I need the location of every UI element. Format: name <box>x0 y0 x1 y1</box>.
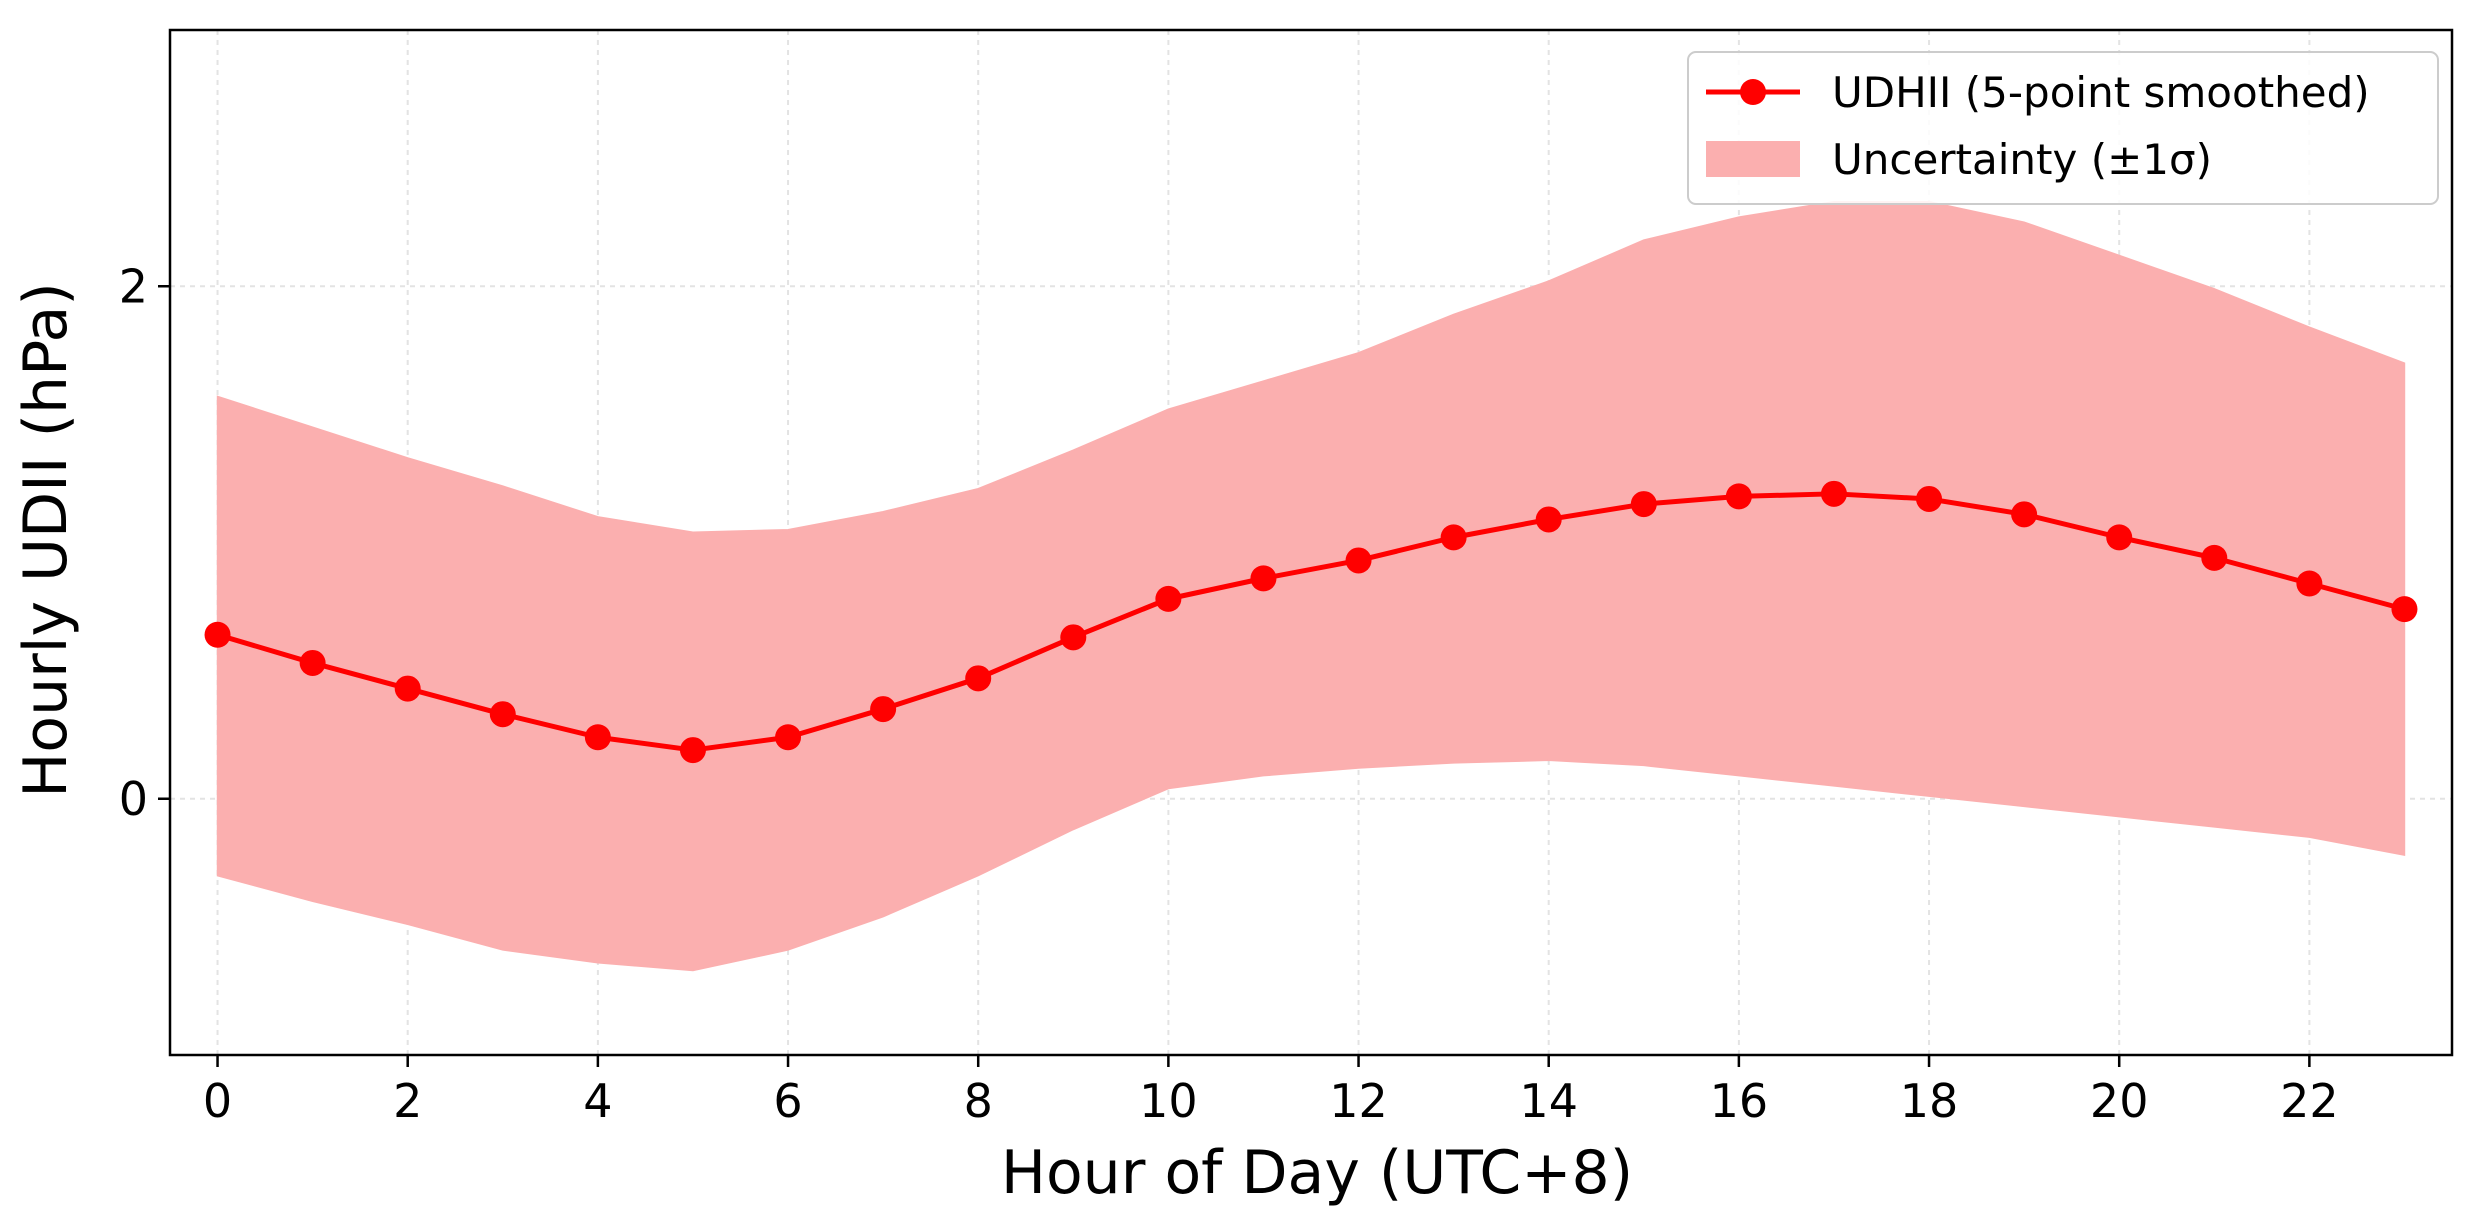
uncertainty-band <box>216 200 2406 972</box>
udhii-data-point <box>1250 565 1277 592</box>
x-tick-label: 8 <box>964 1074 993 1128</box>
udhii-data-point <box>2011 501 2038 528</box>
udhii-data-point <box>1916 485 1943 512</box>
udhii-data-point <box>2296 570 2323 597</box>
x-tick-label: 16 <box>1710 1074 1769 1128</box>
y-axis-title: Hourly UDII (hPa) <box>11 282 81 797</box>
x-tick-label: 4 <box>583 1074 612 1128</box>
x-axis-ticks: 0 2 4 6 8 10 12 14 16 18 20 22 <box>203 1055 2339 1128</box>
x-tick-label: 18 <box>1900 1074 1959 1128</box>
legend-band-swatch <box>1706 141 1800 177</box>
udhii-data-point <box>1155 585 1182 612</box>
udhii-data-point <box>1345 547 1372 574</box>
udhii-data-point <box>584 724 611 751</box>
x-tick-label: 2 <box>393 1074 422 1128</box>
legend-box <box>1687 51 2439 205</box>
x-tick-label: 12 <box>1329 1074 1388 1128</box>
udhii-data-point <box>1535 506 1562 533</box>
x-tick-label: 10 <box>1139 1074 1198 1128</box>
udhii-data-point <box>1060 624 1087 651</box>
x-tick-label: 0 <box>203 1074 232 1128</box>
y-tick-label: 0 <box>119 772 148 826</box>
udhii-data-point <box>299 649 326 676</box>
x-tick-label: 20 <box>2090 1074 2149 1128</box>
udhii-data-point <box>679 737 706 764</box>
series-line-layer <box>216 491 2406 753</box>
udhii-data-point <box>1820 480 1847 507</box>
series-markers-layer <box>204 480 2418 764</box>
udhii-data-point <box>2201 544 2228 571</box>
legend-marker-swatch <box>1740 79 1766 105</box>
udhii-data-point <box>2106 524 2133 551</box>
udhii-data-point <box>1725 483 1752 510</box>
plot-area-frame <box>168 28 2454 1057</box>
udhii-data-point <box>1630 491 1657 518</box>
legend: UDHII (5-point smoothed) Uncertainty (±1… <box>1687 51 2439 205</box>
udhii-data-point <box>204 621 231 648</box>
uncertainty-band-layer <box>216 200 2406 972</box>
legend-label-uncertainty: Uncertainty (±1σ) <box>1832 135 2212 184</box>
udhii-data-point <box>2391 596 2418 623</box>
udhii-data-point <box>394 675 421 702</box>
x-tick-label: 14 <box>1519 1074 1578 1128</box>
x-tick-label: 6 <box>773 1074 802 1128</box>
y-tick-label: 2 <box>119 259 148 313</box>
udhii-data-point <box>775 724 802 751</box>
legend-label-udhii: UDHII (5-point smoothed) <box>1832 68 2370 117</box>
x-axis-title: Hour of Day (UTC+8) <box>1001 1138 1633 1208</box>
y-axis-ticks: 02 <box>119 259 170 826</box>
udhii-data-point <box>1440 524 1467 551</box>
udhii-line <box>216 491 2406 753</box>
udhii-data-point <box>489 701 516 728</box>
udhii-data-point <box>870 696 897 723</box>
udhii-data-point <box>965 665 992 692</box>
x-tick-label: 22 <box>2280 1074 2339 1128</box>
